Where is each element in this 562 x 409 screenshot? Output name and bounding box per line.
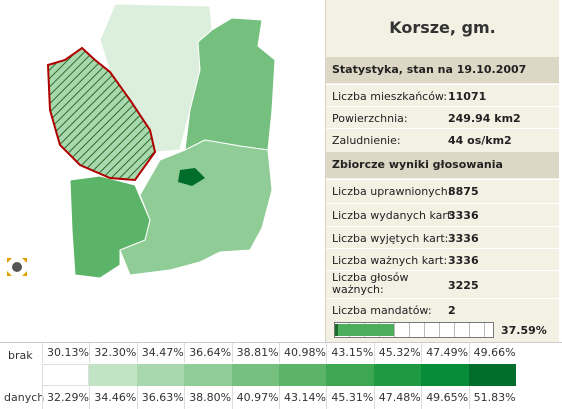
stat-value: 3336 (448, 254, 479, 267)
legend-to: 32.29% (42, 386, 89, 409)
legend-from: 47.49% (421, 343, 468, 363)
legend-from: 40.98% (279, 343, 326, 363)
stat-value: 3336 (448, 232, 479, 245)
legend-swatch (468, 364, 516, 386)
legend-swatch (89, 364, 137, 386)
legend-to: 45.31% (326, 386, 373, 409)
selected-region[interactable] (46, 46, 157, 182)
legend-swatch (326, 364, 374, 386)
stat-row: Liczba głosów ważnych: 3225 (326, 270, 559, 298)
stat-value: 3225 (448, 279, 479, 292)
stat-row: Liczba ważnych kart: 3336 (326, 248, 559, 270)
section-header: Statystyka, stan na 19.10.2007 (326, 57, 559, 83)
legend-label: brak (8, 349, 33, 362)
legend-from: 43.15% (326, 343, 373, 363)
legend: brak danych 30.13% 32.29% 32.30% 34.46% 34.4… (0, 342, 562, 409)
legend-swatch (184, 364, 232, 386)
turnout-label: 37.59% (501, 324, 547, 337)
stat-label: Liczba wyjętych kart: (332, 232, 449, 245)
legend-swatch (136, 364, 185, 386)
legend-swatch (231, 364, 279, 386)
legend-label: danych (4, 391, 45, 404)
stat-label: Zaludnienie: (332, 134, 401, 147)
legend-from: 49.66% (468, 343, 516, 363)
stat-label: Liczba uprawnionych: (332, 185, 452, 198)
stat-label: Liczba mieszkańców: (332, 90, 448, 103)
legend-swatch (421, 364, 469, 386)
stat-row: Liczba mieszkańców: 11071 (326, 84, 559, 106)
turnout-fill (335, 324, 395, 336)
legend-from: 32.30% (89, 343, 136, 363)
town[interactable] (178, 168, 205, 186)
stat-row: Liczba mandatów: 2 (326, 298, 559, 320)
stat-value: 8875 (448, 185, 479, 198)
legend-swatch (279, 364, 327, 386)
legend-from: 38.81% (231, 343, 279, 363)
panel-title: Korsze, gm. (389, 18, 496, 37)
stat-row: Powierzchnia: 249.94 km2 (326, 106, 559, 128)
stat-row: Liczba wydanych kart: 3336 (326, 203, 559, 226)
legend-from: 34.47% (136, 343, 184, 363)
stat-value: 249.94 km2 (448, 112, 521, 125)
stat-label: Liczba mandatów: (332, 304, 432, 317)
legend-from: 45.32% (373, 343, 421, 363)
stat-value: 2 (448, 304, 456, 317)
section-header: Zbiorcze wyniki głosowania (326, 152, 559, 178)
stat-row: Liczba wyjętych kart: 3336 (326, 226, 559, 248)
legend-to: 34.46% (89, 386, 136, 409)
legend-from: 36.64% (184, 343, 231, 363)
legend-swatch (42, 364, 90, 386)
stat-label: Powierzchnia: (332, 112, 408, 125)
region[interactable] (69, 175, 151, 279)
legend-to: 43.14% (279, 386, 326, 409)
stat-label: Liczba głosów ważnych: (332, 271, 409, 296)
legend-swatch (373, 364, 422, 386)
stat-label: Liczba wydanych kart: (332, 209, 455, 222)
legend-to: 40.97% (231, 386, 279, 409)
info-panel: Korsze, gm. Statystyka, stan na 19.10.20… (325, 0, 559, 342)
stat-row: Zaludnienie: 44 os/km2 (326, 128, 559, 150)
stat-row: Liczba uprawnionych: 8875 (326, 179, 559, 203)
map (6, 3, 276, 279)
turnout-bar (334, 322, 494, 338)
legend-to: 36.63% (136, 386, 184, 409)
legend-from: 30.13% (42, 343, 89, 363)
legend-to: 38.80% (184, 386, 231, 409)
legend-to: 47.48% (373, 386, 421, 409)
stat-value: 11071 (448, 90, 487, 103)
legend-to: 49.65% (421, 386, 468, 409)
stat-label: Liczba ważnych kart: (332, 254, 448, 267)
stat-value: 3336 (448, 209, 479, 222)
stat-value: 44 os/km2 (448, 134, 512, 147)
legend-to: 51.83% (468, 386, 516, 409)
zoom-icon[interactable] (6, 257, 28, 277)
